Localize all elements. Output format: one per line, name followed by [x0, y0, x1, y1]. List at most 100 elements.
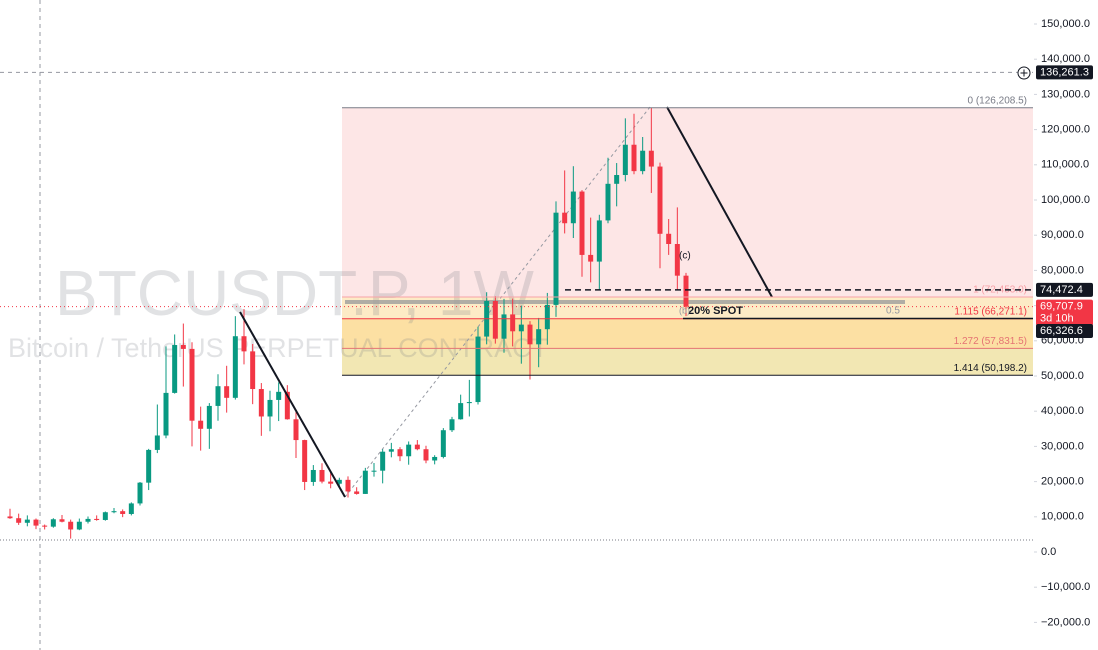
candle-body — [605, 183, 611, 221]
spot-label: 20% SPOT — [688, 305, 743, 317]
trend-line — [666, 106, 773, 298]
price-label-box — [1036, 299, 1093, 326]
y-tick-label: 30,000.0 — [1041, 440, 1084, 452]
candle-body — [94, 518, 100, 520]
candle-body — [111, 511, 117, 513]
candle-body — [258, 389, 264, 417]
candle-body — [432, 456, 438, 461]
candle-body — [120, 511, 126, 514]
candle-body — [380, 451, 386, 471]
candle-body — [622, 144, 628, 176]
candle-body — [215, 386, 221, 406]
y-tick-label: −20,000.0 — [1041, 616, 1090, 628]
candle-body — [588, 254, 594, 262]
candle-body — [414, 444, 420, 450]
candle-body — [232, 336, 238, 398]
y-tick-label: −10,000.0 — [1041, 581, 1090, 593]
candle-body — [59, 519, 65, 522]
trend-line — [239, 311, 346, 498]
price-label: 74,472.4 — [1040, 284, 1083, 296]
fib-zone — [342, 107, 1033, 297]
overlays: 0 (126,208.5)1 (72,453.0)1.115 (66,271.1… — [0, 71, 1033, 541]
candle-body — [24, 519, 30, 523]
candle-body — [206, 405, 212, 429]
y-tick-label: 120,000.0 — [1041, 124, 1090, 136]
candle-body — [328, 481, 334, 484]
watermark-title: BTCUSDT.P, 1W — [55, 257, 535, 329]
candle-body — [267, 399, 273, 417]
candle-body — [406, 444, 412, 457]
candle-body — [345, 479, 351, 492]
candle-body — [241, 336, 247, 352]
price-label-box — [1036, 282, 1093, 297]
candle-body — [310, 469, 316, 482]
price-label-box — [1036, 65, 1093, 80]
candle-body — [68, 521, 74, 530]
candle-body — [180, 345, 186, 349]
candle-body — [224, 386, 230, 398]
candle-body — [7, 516, 13, 519]
candle-body — [527, 324, 533, 345]
y-tick-label: 110,000.0 — [1041, 159, 1089, 171]
candle-body — [102, 512, 108, 520]
candle-body — [631, 144, 637, 172]
candles — [7, 107, 689, 539]
candle-body — [518, 324, 524, 332]
candle-body — [189, 348, 195, 421]
add-icon-plus — [1020, 69, 1028, 77]
candle-body — [458, 403, 464, 420]
candle-body — [475, 336, 481, 403]
fib-level-label: 1.115 (66,271.1) — [954, 306, 1027, 317]
candle-body — [33, 519, 39, 526]
y-tick-label: 10,000.0 — [1041, 511, 1084, 523]
candle-body — [284, 391, 290, 420]
candle-body — [657, 166, 663, 234]
candle-body — [674, 243, 680, 276]
y-tick-label: 40,000.0 — [1041, 405, 1084, 417]
candle-body — [146, 449, 152, 483]
candle-body — [128, 503, 134, 514]
candle-body — [198, 420, 204, 429]
candle-body — [362, 470, 368, 494]
price-label: 69,707.9 — [1040, 301, 1083, 313]
fib-zones — [342, 107, 1033, 376]
candle-body — [302, 440, 308, 482]
fib-level-label: 1.414 (50,198.2) — [954, 363, 1027, 374]
candle-body — [570, 191, 576, 224]
candle-body — [85, 518, 91, 522]
y-tick-label: 90,000.0 — [1041, 229, 1084, 241]
candle-body — [449, 419, 455, 431]
candle-body — [354, 491, 360, 494]
wave-label: (b) — [679, 305, 690, 315]
candle-body — [553, 212, 559, 305]
price-label-box — [1036, 324, 1093, 339]
candle-body — [50, 519, 56, 527]
fib-zone — [342, 318, 1033, 349]
fib-mid-label: 0.5 — [886, 306, 900, 317]
candle-body — [163, 392, 169, 436]
candle-body — [76, 521, 82, 530]
candle-body — [536, 329, 542, 345]
candle-body — [466, 402, 472, 404]
candle-body — [397, 449, 403, 457]
price-label: 136,261.3 — [1040, 66, 1089, 78]
wave-label: (c) — [679, 251, 691, 262]
candle-body — [319, 469, 325, 482]
y-tick-label: 50,000.0 — [1041, 370, 1084, 382]
candle-body — [172, 345, 178, 393]
fib-level-label: 1.272 (57,831.5) — [954, 336, 1027, 347]
candle-body — [683, 275, 689, 307]
candle-body — [640, 150, 646, 172]
y-tick-label: 140,000.0 — [1041, 53, 1090, 65]
candle-body — [579, 191, 585, 255]
candle-body — [544, 304, 550, 330]
candle-body — [371, 470, 377, 472]
candle-body — [388, 449, 394, 452]
candle-body — [137, 482, 143, 504]
y-tick-label: 130,000.0 — [1041, 88, 1090, 100]
y-tick-label: 80,000.0 — [1041, 264, 1084, 276]
candle-body — [501, 314, 507, 339]
candle-body — [562, 212, 568, 224]
